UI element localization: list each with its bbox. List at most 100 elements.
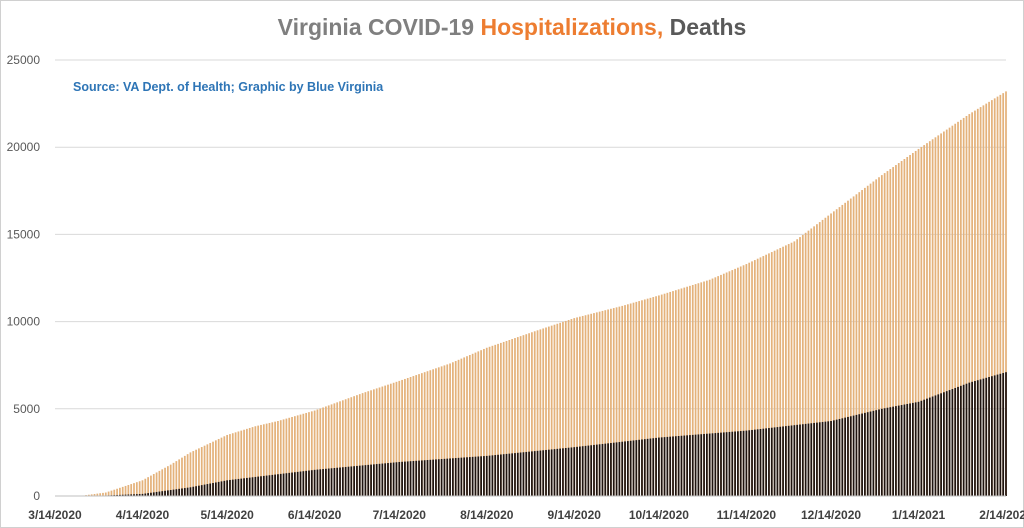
deaths-bar bbox=[392, 462, 395, 496]
hospitalizations-bar bbox=[291, 416, 293, 496]
deaths-bar bbox=[257, 476, 260, 496]
hospitalizations-bar bbox=[587, 314, 590, 496]
hospitalizations-bar bbox=[708, 279, 711, 496]
hospitalizations-bar bbox=[133, 483, 135, 496]
hospitalizations-bar bbox=[926, 143, 928, 496]
x-tick-label: 2/14/2021 bbox=[979, 508, 1024, 522]
deaths-bar bbox=[138, 494, 141, 496]
deaths-bar bbox=[296, 471, 299, 496]
hospitalizations-bar bbox=[500, 342, 502, 496]
deaths-bar bbox=[336, 467, 339, 496]
deaths-bar bbox=[601, 443, 604, 496]
hospitalizations-bar bbox=[175, 461, 178, 496]
deaths-bar bbox=[618, 442, 621, 496]
x-tick-label: 3/14/2020 bbox=[28, 508, 82, 522]
deaths-bar bbox=[536, 450, 539, 496]
deaths-bar bbox=[316, 469, 319, 496]
hospitalizations-bar bbox=[567, 319, 570, 496]
hospitalizations-bar bbox=[945, 129, 948, 496]
hospitalizations-bar bbox=[576, 317, 578, 496]
deaths-bar bbox=[996, 374, 999, 496]
hospitalizations-bar bbox=[756, 258, 759, 496]
deaths-bar bbox=[291, 472, 293, 496]
deaths-bar bbox=[584, 445, 587, 496]
hospitalizations-bar bbox=[344, 399, 347, 496]
hospitalizations-bar bbox=[731, 270, 734, 496]
deaths-bar bbox=[581, 446, 584, 496]
deaths-bar bbox=[508, 453, 511, 496]
deaths-bar bbox=[593, 444, 595, 496]
deaths-bar bbox=[426, 460, 429, 496]
deaths-bar bbox=[553, 449, 556, 496]
hospitalizations-bar bbox=[539, 329, 542, 496]
hospitalizations-bar bbox=[183, 455, 186, 496]
deaths-bar bbox=[542, 450, 545, 496]
deaths-bar bbox=[864, 412, 866, 496]
deaths-bar bbox=[928, 397, 931, 496]
hospitalizations-bar bbox=[660, 294, 663, 496]
deaths-bar bbox=[841, 418, 844, 496]
deaths-bar bbox=[277, 474, 279, 496]
deaths-bar bbox=[186, 487, 189, 496]
deaths-bar bbox=[525, 451, 528, 496]
deaths-bar bbox=[463, 457, 466, 496]
y-tick-label: 5000 bbox=[13, 402, 40, 416]
hospitalizations-bar bbox=[759, 257, 762, 496]
deaths-bar bbox=[226, 480, 229, 496]
deaths-bar bbox=[957, 386, 959, 496]
deaths-bar bbox=[672, 436, 674, 496]
hospitalizations-bar bbox=[231, 433, 234, 496]
hospitalizations-bar bbox=[753, 260, 756, 496]
deaths-bar bbox=[708, 433, 711, 496]
hospitalizations-bar bbox=[138, 481, 141, 496]
deaths-bar bbox=[437, 459, 440, 496]
hospitalizations-bar bbox=[807, 230, 810, 496]
hospitalizations-bar bbox=[310, 411, 313, 496]
hospitalizations-bar bbox=[581, 315, 584, 496]
hospitalizations-bar bbox=[928, 141, 931, 496]
deaths-bar bbox=[720, 432, 722, 496]
deaths-bar bbox=[460, 457, 463, 496]
deaths-bar bbox=[816, 422, 818, 496]
x-tick-label: 10/14/2020 bbox=[629, 508, 689, 522]
hospitalizations-bar bbox=[454, 361, 457, 496]
hospitalizations-bar bbox=[265, 423, 268, 496]
deaths-bar bbox=[680, 435, 683, 496]
deaths-bar bbox=[779, 426, 782, 496]
deaths-bar bbox=[531, 451, 533, 496]
deaths-bar bbox=[587, 445, 590, 496]
hospitalizations-bar bbox=[751, 261, 753, 496]
deaths-bar bbox=[449, 458, 451, 496]
deaths-bar bbox=[432, 459, 435, 496]
deaths-bar bbox=[909, 403, 911, 496]
y-tick-label: 25000 bbox=[7, 53, 41, 67]
deaths-bar bbox=[912, 402, 914, 496]
deaths-bar bbox=[423, 460, 426, 496]
deaths-bar bbox=[567, 447, 570, 496]
deaths-bar bbox=[240, 478, 243, 496]
hospitalizations-bar bbox=[824, 217, 827, 496]
hospitalizations-bar bbox=[322, 407, 324, 496]
deaths-bar bbox=[212, 482, 214, 496]
hospitalizations-bar bbox=[818, 222, 821, 496]
deaths-bar bbox=[282, 473, 285, 496]
deaths-bar bbox=[389, 462, 392, 496]
hospitalizations-bar bbox=[488, 346, 491, 496]
hospitalizations-bar bbox=[181, 457, 183, 496]
deaths-bar bbox=[655, 437, 657, 496]
deaths-bar bbox=[649, 438, 652, 496]
deaths-bar bbox=[804, 423, 807, 496]
deaths-bar bbox=[319, 469, 322, 496]
deaths-bar bbox=[409, 461, 412, 496]
hospitalizations-bar bbox=[948, 127, 951, 496]
hospitalizations-bar bbox=[821, 219, 824, 496]
hospitalizations-bar bbox=[655, 296, 657, 496]
deaths-bar bbox=[562, 448, 564, 496]
deaths-bar bbox=[305, 470, 308, 496]
deaths-bar bbox=[198, 485, 200, 496]
deaths-bar bbox=[610, 443, 612, 496]
hospitalizations-bar bbox=[404, 378, 406, 496]
deaths-bar bbox=[373, 464, 375, 496]
deaths-bar bbox=[683, 435, 686, 496]
hospitalizations-bar bbox=[641, 300, 643, 496]
